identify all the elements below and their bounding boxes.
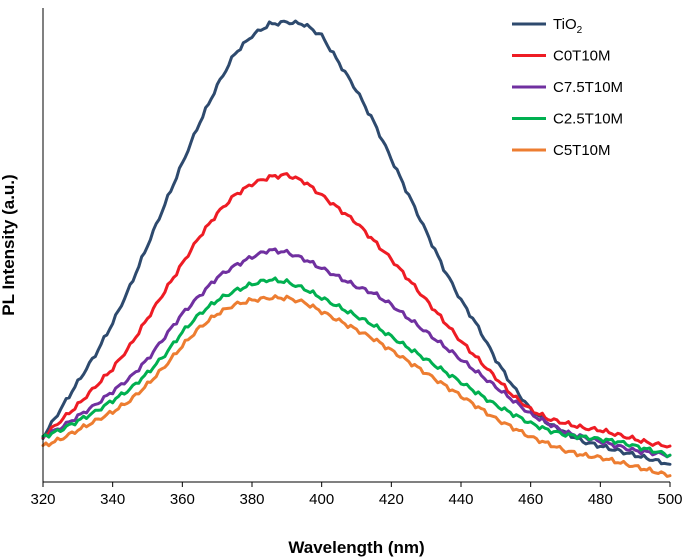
x-tick-label: 320 [30,491,55,508]
legend: TiO2 C0T10M C7.5T10M C2.5T10M C5T10M [512,16,623,159]
x-tick-label: 440 [448,491,473,508]
x-axis-title: Wavelength (nm) [288,538,424,557]
x-tick-label: 500 [657,491,682,508]
series-line-c7-5t10m [41,247,672,459]
legend-label: C2.5T10M [553,111,623,128]
x-tick-label: 380 [239,491,264,508]
x-tick-label: 360 [170,491,195,508]
series-line-c0t10m [41,172,672,449]
x-tick-label: 420 [379,491,404,508]
y-axis-title: PL Intensity (a.u.) [0,174,18,315]
x-tick-label: 340 [100,491,125,508]
x-tick-label: 400 [309,491,334,508]
legend-label-subscript: 2 [577,25,583,36]
x-tick-label: 480 [588,491,613,508]
legend-label: C5T10M [553,142,611,159]
series-line-c2-5t10m [41,276,672,459]
x-tick-label: 460 [518,491,543,508]
series-line-c5t10m [41,294,672,478]
x-axis: 320 340 360 380 400 420 440 460 480 500 [30,481,683,508]
legend-label: TiO2 [553,16,583,36]
plot-area [41,19,672,478]
legend-label: C7.5T10M [553,79,623,96]
legend-label: C0T10M [553,48,611,65]
